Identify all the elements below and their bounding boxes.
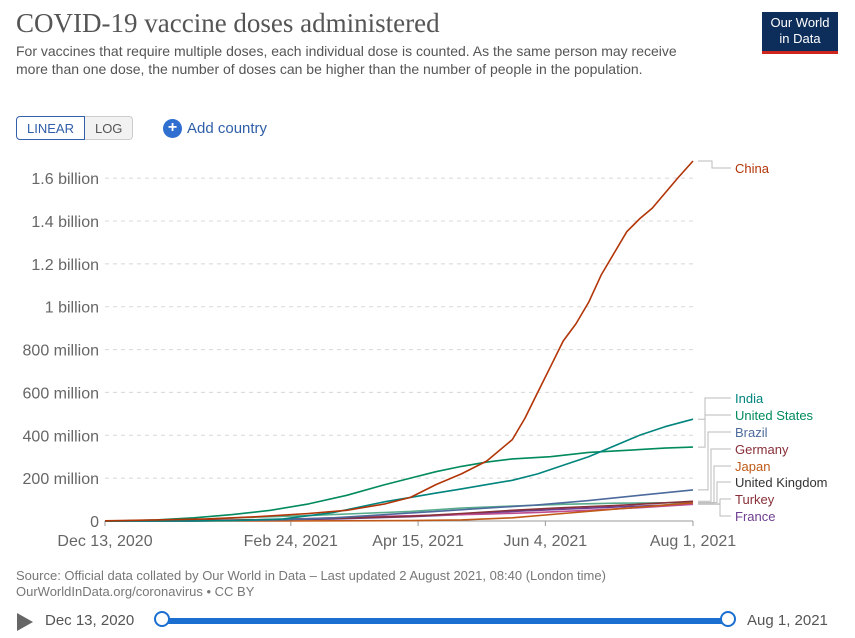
legend-connector	[698, 465, 731, 504]
legend-label-india[interactable]: India	[735, 391, 764, 406]
y-tick-label: 1.2 billion	[31, 257, 99, 274]
log-scale-button[interactable]: LOG	[84, 116, 134, 140]
legend-connector	[698, 414, 731, 448]
legend-connector	[698, 431, 731, 491]
y-tick-label: 200 million	[23, 471, 99, 488]
legend-label-brazil[interactable]: Brazil	[735, 425, 768, 440]
scale-toggle: LINEAR LOG	[16, 116, 134, 140]
x-tick-label: Jun 4, 2021	[504, 533, 588, 550]
x-tick-label: Aug 1, 2021	[650, 533, 736, 550]
legend-label-japan[interactable]: Japan	[735, 459, 770, 474]
gridlines	[105, 177, 693, 479]
legend-connector	[698, 160, 731, 169]
y-tick-label: 800 million	[23, 343, 99, 360]
sources-line-1: Source: Official data collated by Our Wo…	[16, 568, 606, 583]
timeline-end-handle[interactable]	[720, 611, 736, 627]
legend-label-germany[interactable]: Germany	[735, 442, 789, 457]
logo-line-1: Our World	[770, 15, 830, 30]
x-tick-label: Dec 13, 2020	[57, 533, 152, 550]
add-country-button[interactable]: + Add country	[163, 117, 267, 139]
legend-label-china[interactable]: China	[735, 161, 770, 176]
sources: Source: Official data collated by Our Wo…	[16, 568, 606, 600]
series-line-india[interactable]	[105, 418, 694, 522]
x-tick-label: Apr 15, 2021	[372, 533, 464, 550]
y-tick-label: 0	[90, 514, 99, 531]
x-tick-label: Feb 24, 2021	[244, 533, 338, 550]
legend-connector	[698, 503, 731, 517]
legend-label-united-kingdom[interactable]: United Kingdom	[735, 475, 828, 490]
series-line-china[interactable]	[104, 160, 694, 522]
timeline-end-label: Aug 1, 2021	[747, 612, 828, 629]
timeline-track[interactable]	[162, 618, 728, 624]
plus-icon: +	[163, 118, 182, 138]
owid-logo[interactable]: Our World in Data	[762, 12, 838, 54]
series-lines	[104, 160, 694, 522]
y-tick-label: 1 billion	[45, 300, 99, 317]
legend-connector	[698, 481, 731, 504]
page-title: COVID-19 vaccine doses administered	[16, 8, 440, 38]
legend-connector	[698, 397, 731, 420]
add-country-label: Add country	[187, 119, 268, 137]
logo-line-2: in Data	[779, 31, 821, 46]
timeline-start-label: Dec 13, 2020	[45, 612, 135, 629]
play-icon[interactable]	[17, 613, 33, 631]
y-axis: 0 200 million 400 million 600 million 800 mi…	[23, 171, 100, 531]
timeline-start-handle[interactable]	[154, 611, 170, 627]
y-tick-label: 600 million	[23, 385, 99, 402]
y-tick-label: 400 million	[23, 428, 99, 445]
line-chart: 0 200 million 400 million 600 million 800 mi…	[23, 160, 828, 550]
legend-label-turkey[interactable]: Turkey	[735, 492, 775, 507]
sources-line-2: OurWorldInData.org/coronavirus • CC BY	[16, 584, 255, 599]
y-tick-label: 1.4 billion	[31, 214, 99, 231]
y-tick-label: 1.6 billion	[31, 171, 99, 188]
legend-label-france[interactable]: France	[735, 509, 775, 524]
timeline: Dec 13, 2020 Aug 1, 2021	[0, 604, 855, 638]
series-line-japan[interactable]	[105, 502, 694, 522]
legend-label-united-states[interactable]: United States	[735, 408, 814, 423]
linear-scale-button[interactable]: LINEAR	[16, 116, 85, 140]
x-axis: Dec 13, 2020 Feb 24, 2021 Apr 15, 2021 Jun …	[57, 520, 736, 550]
legend: China India United States Brazil Germany Japa…	[698, 160, 828, 524]
series-line-united-states[interactable]	[105, 446, 694, 522]
chart-subtitle: For vaccines that require multiple doses…	[16, 43, 677, 77]
legend-connector	[698, 448, 731, 502]
